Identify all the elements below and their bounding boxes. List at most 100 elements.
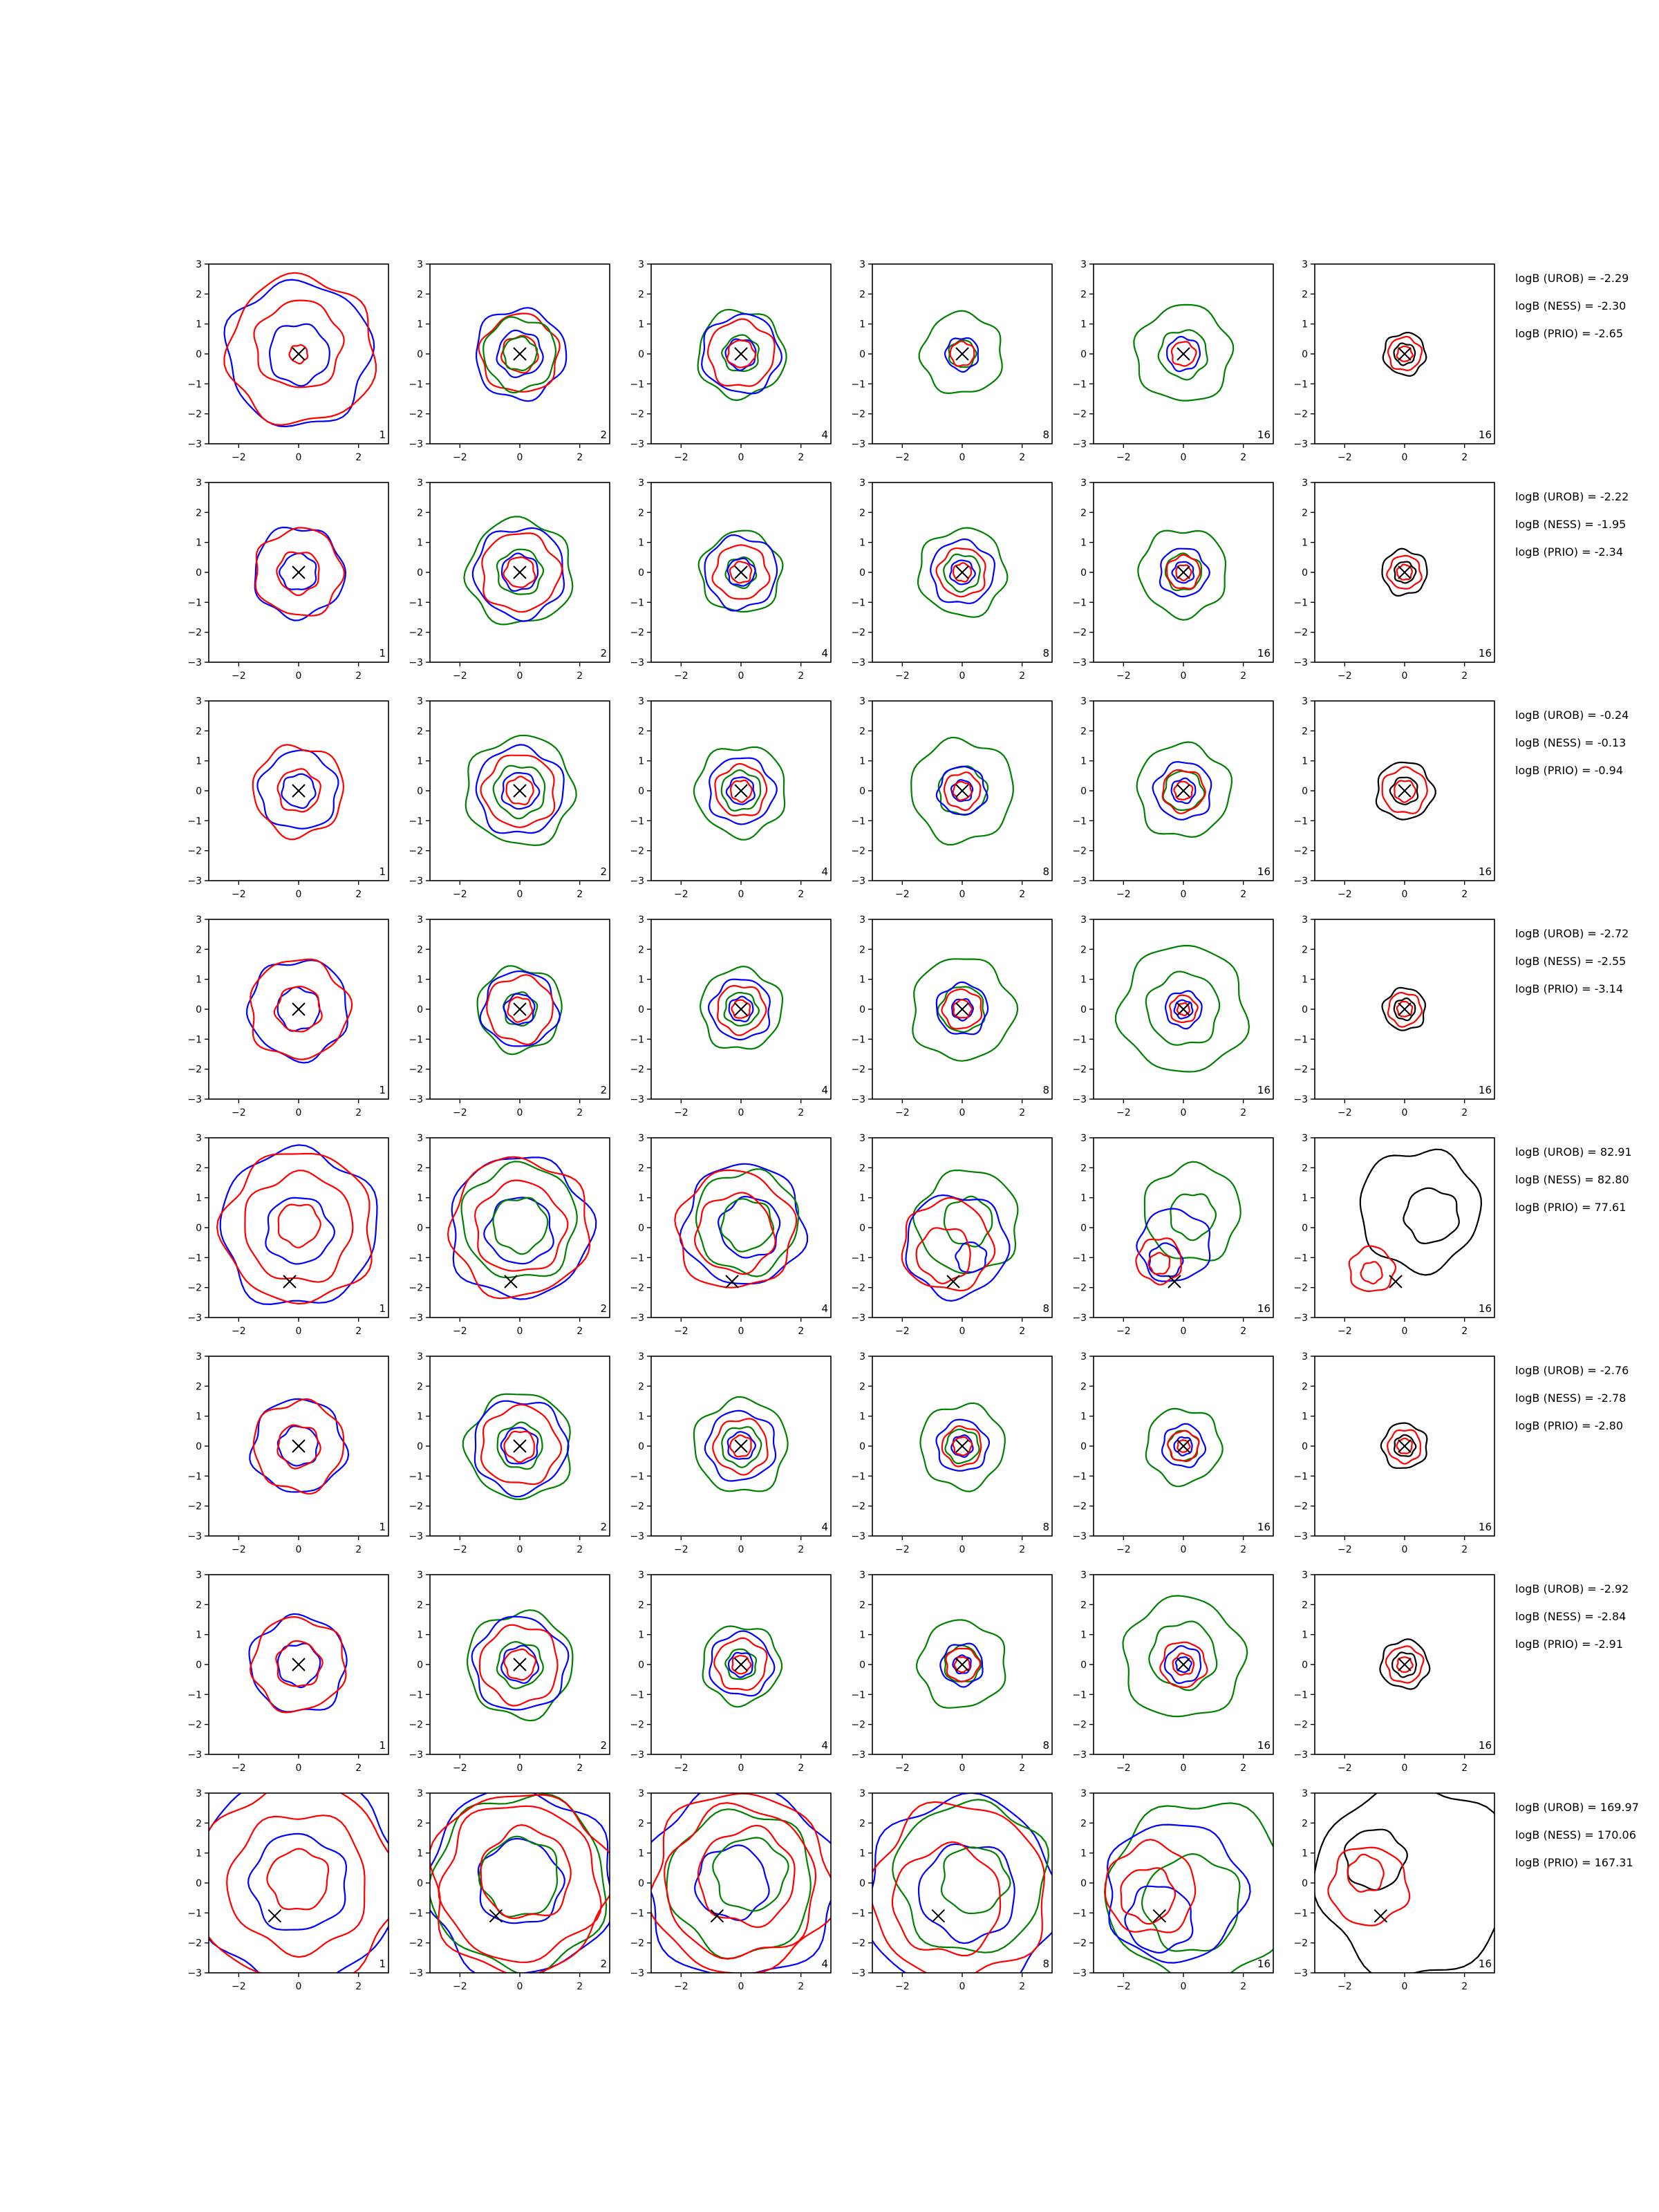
y-tick-label: 2	[1302, 1818, 1308, 1829]
panel-r4-c5: −3 −2 −1 0 1 2 3 −2 0 2 16	[1072, 915, 1274, 1118]
y-tick-label: 0	[417, 786, 423, 797]
y-tick-label: −1	[187, 597, 202, 608]
y-tick-label: −2	[630, 628, 644, 639]
green-contour-line	[1145, 971, 1221, 1046]
y-tick-label: −1	[1072, 1471, 1087, 1482]
panel-number-label: 2	[600, 1302, 607, 1315]
red-contour-line	[717, 984, 767, 1036]
green-contour-line	[695, 1168, 800, 1277]
red-contour-line	[249, 1615, 347, 1714]
y-tick-label: −3	[851, 1313, 865, 1324]
blue-contour-line	[1173, 999, 1194, 1020]
true-value-marker	[268, 1909, 282, 1923]
panel-number-label: 16	[1257, 1958, 1271, 1970]
green-contour-line	[721, 334, 760, 372]
red-contour-line	[438, 1805, 602, 1963]
x-tick-label: 2	[355, 889, 362, 900]
panel-r3-c5: −3 −2 −1 0 1 2 3 −2 0 2 16	[1072, 696, 1274, 900]
blue-contour-line	[701, 312, 783, 395]
blue-contour-line	[477, 1837, 565, 1924]
y-tick-label: −2	[1293, 409, 1308, 420]
y-tick-label: 1	[859, 1630, 865, 1641]
contour-group	[462, 1393, 571, 1501]
y-tick-label: −2	[630, 1283, 644, 1294]
x-tick-label: 0	[517, 1544, 523, 1555]
green-contour-line	[1136, 741, 1233, 838]
x-tick-label: −2	[1338, 1981, 1352, 1992]
panel-number-label: 16	[1479, 1958, 1492, 1970]
y-tick-label: 2	[638, 1600, 644, 1611]
blue-contour-line	[725, 776, 756, 805]
y-tick-label: 1	[196, 1630, 202, 1641]
y-tick-label: −3	[409, 1094, 423, 1105]
panel-number-label: 16	[1479, 429, 1492, 441]
x-tick-label: 0	[1181, 1981, 1187, 1992]
y-tick-label: 0	[417, 349, 423, 360]
green-contour-line	[1122, 1595, 1248, 1718]
blue-contour-line	[949, 559, 976, 585]
panel-number-label: 8	[1042, 1302, 1049, 1315]
red-contour-line	[1396, 1437, 1413, 1454]
blue-contour-line	[1163, 1644, 1202, 1684]
red-contour-line	[480, 1403, 563, 1485]
y-tick-label: −3	[187, 876, 202, 887]
y-tick-label: 1	[417, 319, 423, 330]
y-tick-label: 3	[417, 915, 423, 926]
true-value-marker	[292, 347, 306, 361]
true-value-marker	[1177, 1439, 1190, 1453]
blue-contour-line	[503, 993, 536, 1026]
panel-r4-c4: −3 −2 −1 0 1 2 3 −2 0 2 8	[851, 915, 1053, 1118]
red-contour-line	[1161, 769, 1206, 814]
y-tick-label: 0	[859, 1223, 865, 1234]
blue-contour-line	[935, 1418, 990, 1472]
y-tick-label: −2	[1072, 1501, 1087, 1512]
panel-number-label: 2	[600, 865, 607, 878]
panel-r3-c3: −3 −2 −1 0 1 2 3 −2 0 2 4	[630, 696, 832, 900]
x-tick-label: 2	[798, 1763, 804, 1774]
y-tick-label: −1	[187, 1253, 202, 1264]
panel-r7-c2: −3 −2 −1 0 1 2 3 −2 0 2 2	[409, 1570, 610, 1774]
red-contour-line	[1104, 1839, 1197, 1933]
black-contour-line	[1403, 1187, 1460, 1245]
logb-annotation: logB (UROB) = -2.92	[1515, 1582, 1629, 1595]
y-tick-label: −2	[187, 409, 202, 420]
y-tick-label: −1	[851, 1689, 865, 1700]
y-tick-label: 2	[638, 507, 644, 518]
red-contour-line	[1169, 994, 1199, 1023]
y-tick-label: −3	[630, 1094, 644, 1105]
contour-group	[699, 966, 784, 1050]
panel-r3-c2: −3 −2 −1 0 1 2 3 −2 0 2 2	[409, 696, 610, 900]
y-tick-label: 3	[417, 1788, 423, 1799]
green-contour-line	[478, 1835, 559, 1918]
true-value-marker	[955, 1439, 969, 1453]
panel-number-label: 16	[1257, 1521, 1271, 1533]
y-tick-label: 1	[196, 1412, 202, 1423]
x-tick-label: 0	[959, 1326, 966, 1337]
green-contour-line	[720, 769, 762, 812]
red-contour-line	[935, 547, 986, 598]
y-tick-label: 1	[859, 1193, 865, 1204]
y-tick-label: −3	[409, 1750, 423, 1761]
x-tick-label: −2	[453, 671, 467, 682]
red-contour-line	[430, 1794, 610, 1973]
y-tick-label: 0	[1080, 1660, 1087, 1671]
green-contour-line	[944, 1428, 980, 1465]
black-contour-line	[1315, 1793, 1494, 1973]
y-tick-label: 3	[859, 696, 865, 707]
y-tick-label: 1	[1080, 538, 1087, 549]
y-tick-label: 0	[1302, 349, 1308, 360]
panel-number-label: 1	[379, 429, 386, 441]
blue-contour-line	[475, 744, 565, 834]
x-tick-label: −2	[1116, 889, 1131, 900]
y-tick-label: 2	[196, 1600, 202, 1611]
y-tick-label: 0	[859, 568, 865, 579]
red-contour-line	[693, 1192, 776, 1275]
y-tick-label: −1	[187, 379, 202, 390]
true-value-marker	[946, 1275, 960, 1288]
y-tick-label: −3	[187, 1313, 202, 1324]
y-tick-label: 1	[859, 975, 865, 986]
x-tick-label: 2	[577, 1763, 583, 1774]
black-contour-line	[1381, 547, 1428, 597]
panel-r6-c5: −3 −2 −1 0 1 2 3 −2 0 2 16	[1072, 1351, 1274, 1555]
